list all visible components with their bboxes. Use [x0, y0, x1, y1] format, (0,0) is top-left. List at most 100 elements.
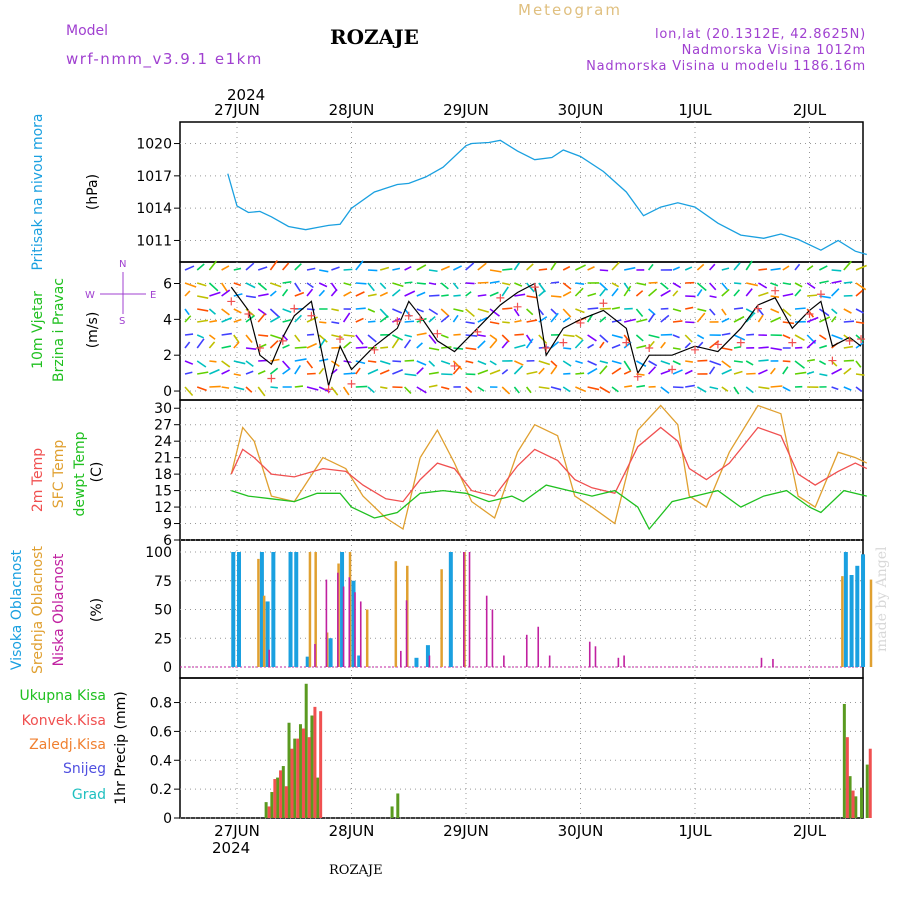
wind-arrow [404, 265, 412, 271]
wind-gust-marker [788, 338, 797, 347]
cloud-bar [259, 552, 264, 667]
day-label-bottom: 1JUL [678, 822, 712, 840]
wind-arrow [502, 268, 513, 271]
meteogram-label: Meteogram [518, 1, 622, 19]
wind-arrow [245, 347, 257, 351]
wind-arrow [550, 365, 558, 375]
wind-arrow [855, 386, 863, 393]
cloud-bar [861, 554, 866, 667]
cloud-bar [405, 600, 408, 667]
wind-arrow [721, 288, 730, 297]
wind-arrow [660, 282, 669, 290]
wind-arrow [599, 334, 609, 343]
wind-arrow [770, 316, 782, 323]
wind-arrow [367, 282, 375, 292]
wind-arrow [623, 370, 632, 375]
wind-gust-marker [513, 302, 522, 311]
wind-arrow [233, 267, 242, 271]
wind-arrow [514, 293, 526, 297]
wind-arrow [233, 282, 242, 287]
wind-arrow [697, 334, 705, 340]
wind-arrow [367, 293, 377, 297]
cloud-bar [342, 586, 345, 667]
wind-arrow [831, 280, 842, 284]
wind-arrow [794, 263, 801, 271]
wind-arrow [794, 282, 803, 288]
wind-arrow [197, 371, 209, 375]
wind-arrow [672, 308, 682, 313]
precip-bar [307, 737, 311, 818]
wind-arrow [745, 313, 755, 323]
wind-arrow [196, 360, 207, 368]
precip-bar [279, 770, 283, 818]
wind-arrow [733, 282, 742, 285]
day-label-bottom: 2JUL [793, 822, 827, 840]
precip-bar [301, 728, 305, 818]
wind-arrow [269, 260, 278, 271]
wind-arrow [258, 293, 269, 297]
wind-arrow [477, 294, 487, 297]
wind-arrow [257, 266, 268, 271]
wind-arrow [830, 315, 837, 323]
wind-arrow [465, 282, 475, 285]
year-top: 2024 [227, 86, 265, 104]
wind-arrow [843, 359, 854, 362]
wind-arrow [331, 308, 339, 312]
wind-arrow [294, 291, 305, 297]
wind-arrow [757, 308, 764, 316]
wind-arrow [550, 295, 562, 298]
wind-arrow [208, 341, 216, 349]
wind-arrow [258, 334, 269, 337]
wind-arrow [819, 360, 827, 366]
wind-arrow [428, 384, 438, 388]
wind-arrow [587, 343, 595, 349]
wind-arrow [184, 315, 192, 323]
wind-gust-marker [227, 297, 236, 306]
wind-arrow [599, 360, 609, 364]
wind-arrow [575, 372, 585, 375]
wind-arrow [270, 315, 281, 323]
wind-arrow [599, 386, 611, 394]
wind-arrow [391, 338, 400, 349]
wind-arrow [306, 282, 314, 289]
y-tick-label-precip: 0.2 [150, 782, 172, 798]
wind-gust-marker [559, 338, 568, 347]
wind-arrow [782, 308, 792, 317]
wind-arrow [319, 269, 329, 273]
wind-arrow [465, 360, 474, 364]
wind-arrow [672, 282, 682, 289]
footer-location: ROZAJE [329, 863, 383, 878]
wind-arrow [416, 308, 424, 313]
y-tick-label-temp: 24 [154, 434, 172, 450]
precip-bar [281, 766, 285, 818]
wind-arrow [453, 294, 461, 297]
precip-bar [273, 779, 277, 818]
cloud-bar [294, 552, 299, 667]
cloud-bar [271, 552, 276, 667]
wind-arrow [514, 333, 524, 336]
cloud-bar [414, 657, 419, 667]
wind-arrow [502, 321, 510, 324]
wind-arrow [587, 360, 597, 366]
wind-arrow [624, 266, 636, 271]
wind-arrow [733, 307, 744, 310]
cloud-bar [365, 609, 369, 667]
wind-arrow [684, 266, 693, 271]
wind-arrow [526, 370, 538, 375]
wind-arrow [404, 334, 413, 338]
cloud-bar [231, 552, 236, 667]
wind-arrow [257, 313, 266, 323]
wind-arrow [428, 294, 440, 297]
temp-ylabel-3: dewpt Temp [72, 431, 88, 516]
wind-arrow [745, 260, 753, 271]
wind-arrow [733, 262, 741, 271]
wind-arrow [733, 360, 743, 363]
wind-arrow [184, 333, 194, 336]
temp-unit: (C) [89, 462, 105, 483]
wind-arrow [635, 290, 644, 297]
wind-arrow [440, 334, 449, 339]
wind-arrow [770, 347, 782, 351]
cloud-bar [400, 650, 402, 667]
wind-arrow [721, 282, 729, 291]
wind-gust-marker [857, 335, 866, 344]
